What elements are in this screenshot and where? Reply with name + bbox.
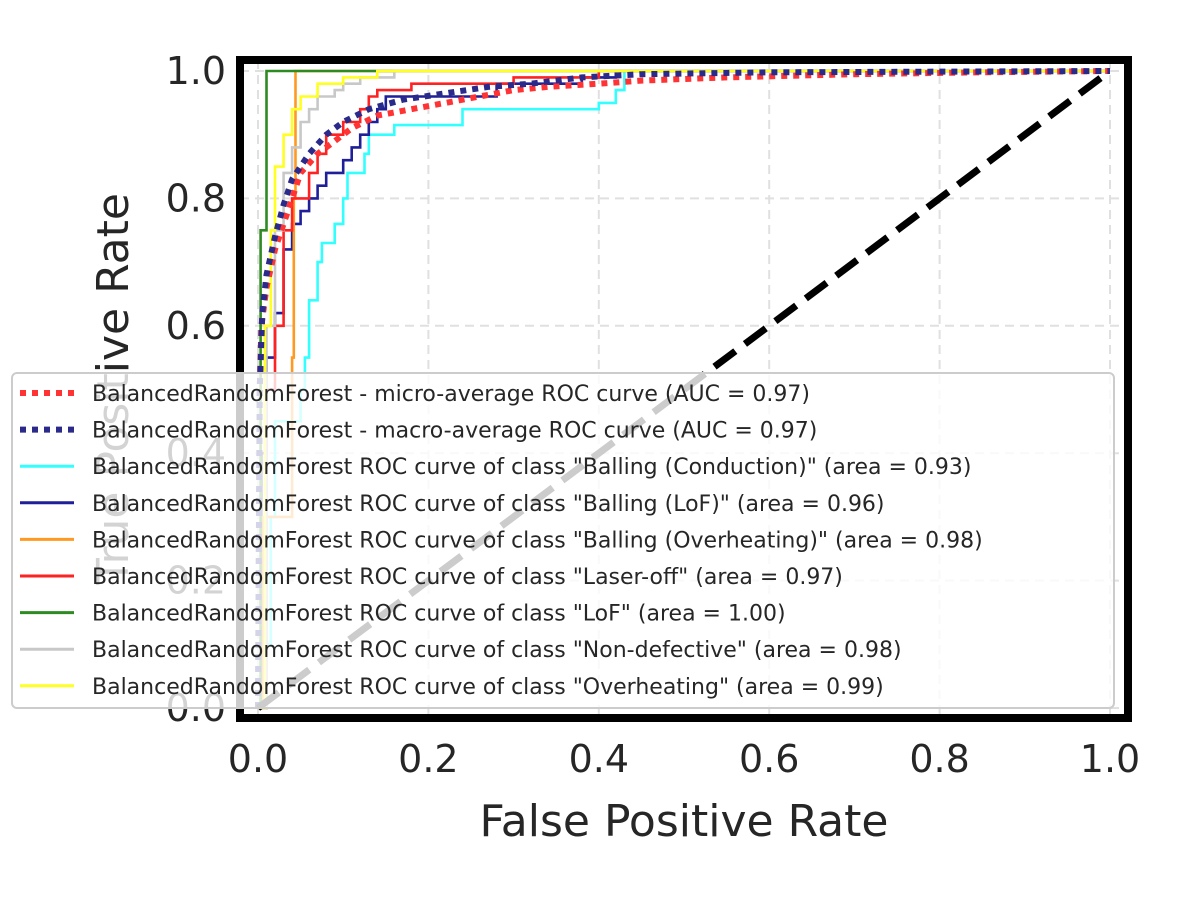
legend: BalancedRandomForest - micro-average ROC… bbox=[11, 372, 1115, 709]
x-tick-label: 0.8 bbox=[909, 737, 969, 781]
legend-label: BalancedRandomForest ROC curve of class … bbox=[92, 492, 885, 517]
series-line bbox=[258, 69, 1110, 710]
y-tick-label: 1.0 bbox=[166, 49, 226, 93]
x-tick-label: 0.4 bbox=[569, 737, 629, 781]
x-tick-label: 0.6 bbox=[739, 737, 799, 781]
legend-label: BalancedRandomForest ROC curve of class … bbox=[92, 528, 983, 553]
series-line bbox=[258, 69, 1110, 710]
legend-label: BalancedRandomForest - macro-average ROC… bbox=[92, 419, 817, 444]
x-axis-label: False Positive Rate bbox=[480, 796, 889, 847]
series-line bbox=[258, 69, 1110, 710]
legend-label: BalancedRandomForest ROC curve of class … bbox=[92, 675, 884, 700]
series-line bbox=[258, 69, 1110, 710]
legend-label: BalancedRandomForest ROC curve of class … bbox=[92, 602, 786, 627]
x-tick-label: 0.2 bbox=[398, 737, 458, 781]
y-tick-label: 0.6 bbox=[166, 304, 226, 348]
legend-label: BalancedRandomForest - micro-average ROC… bbox=[92, 382, 810, 407]
x-tick-label: 1.0 bbox=[1080, 737, 1140, 781]
series-line bbox=[255, 68, 1111, 709]
legend-label: BalancedRandomForest ROC curve of class … bbox=[92, 565, 843, 590]
x-tick-label: 0.0 bbox=[228, 737, 288, 781]
legend-box bbox=[11, 372, 1115, 709]
legend-label: BalancedRandomForest ROC curve of class … bbox=[92, 638, 902, 663]
legend-label: BalancedRandomForest ROC curve of class … bbox=[92, 455, 971, 480]
y-tick-label: 0.8 bbox=[166, 176, 226, 220]
